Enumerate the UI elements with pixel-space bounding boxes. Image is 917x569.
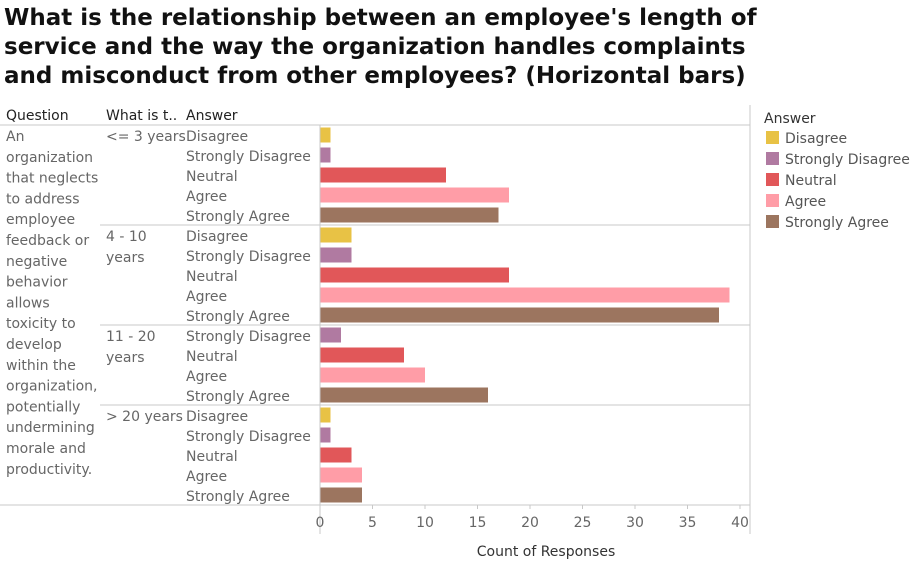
legend-item-label: Neutral — [785, 173, 837, 189]
column-header: Answer — [186, 108, 238, 124]
x-axis-title: Count of Responses — [477, 544, 616, 560]
bar-strongly-agree — [320, 307, 719, 323]
question-text-line: feedback or — [6, 233, 89, 249]
service-length-label: 11 - 20 — [106, 329, 156, 345]
answer-label: Agree — [186, 289, 227, 305]
bar-agree — [320, 467, 362, 483]
question-text-line: employee — [6, 212, 75, 228]
bar-agree — [320, 367, 425, 383]
bar-strongly-agree — [320, 387, 488, 403]
column-header: Question — [6, 108, 69, 124]
x-tick-label: 25 — [574, 515, 592, 531]
bar-agree — [320, 187, 509, 203]
bar-strongly-disagree — [320, 427, 331, 443]
legend-swatch — [766, 173, 779, 186]
question-text-line: to address — [6, 191, 80, 207]
x-tick-label: 0 — [316, 515, 325, 531]
question-text-line: allows — [6, 295, 50, 311]
answer-label: Strongly Agree — [186, 309, 290, 325]
legend-item-label: Strongly Agree — [785, 215, 889, 231]
question-text-line: within the — [6, 358, 76, 374]
bar-strongly-agree — [320, 487, 362, 503]
bar-neutral — [320, 347, 404, 363]
answer-label: Strongly Disagree — [186, 429, 311, 445]
service-length-label: 4 - 10 — [106, 229, 147, 245]
question-text-line: negative — [6, 254, 67, 270]
bar-neutral — [320, 447, 352, 463]
legend-swatch — [766, 131, 779, 144]
answer-label: Strongly Agree — [186, 389, 290, 405]
question-text-line: productivity. — [6, 462, 92, 478]
bar-strongly-disagree — [320, 247, 352, 263]
bar-disagree — [320, 407, 331, 423]
question-text-line: morale and — [6, 441, 86, 457]
legend-swatch — [766, 194, 779, 207]
bar-strongly-disagree — [320, 327, 341, 343]
legend-item-label: Agree — [785, 194, 826, 210]
bar-disagree — [320, 127, 331, 143]
question-text-line: that neglects — [6, 171, 98, 187]
answer-label: Neutral — [186, 169, 238, 185]
answer-label: Disagree — [186, 409, 248, 425]
legend-item-label: Strongly Disagree — [785, 152, 910, 168]
question-text-line: organization, — [6, 379, 98, 395]
answer-label: Disagree — [186, 229, 248, 245]
legend-title: Answer — [764, 111, 816, 127]
x-tick-label: 35 — [679, 515, 697, 531]
question-text-line: organization — [6, 150, 93, 166]
answer-label: Neutral — [186, 269, 238, 285]
service-length-label: years — [106, 350, 145, 366]
answer-label: Neutral — [186, 349, 238, 365]
legend-item-label: Disagree — [785, 131, 847, 147]
x-tick-label: 5 — [368, 515, 377, 531]
question-text-line: toxicity to — [6, 316, 76, 332]
answer-label: Agree — [186, 369, 227, 385]
bar-agree — [320, 287, 730, 303]
question-text-line: behavior — [6, 275, 68, 291]
answer-label: Strongly Disagree — [186, 149, 311, 165]
answer-label: Agree — [186, 189, 227, 205]
question-text-line: An — [6, 129, 24, 145]
service-length-label: > 20 years — [106, 409, 183, 425]
x-tick-label: 20 — [521, 515, 539, 531]
bar-neutral — [320, 167, 446, 183]
legend-swatch — [766, 152, 779, 165]
x-tick-label: 40 — [731, 515, 749, 531]
answer-label: Strongly Disagree — [186, 249, 311, 265]
chart-title: What is the relationship between an empl… — [4, 5, 757, 89]
bar-disagree — [320, 227, 352, 243]
answer-label: Neutral — [186, 449, 238, 465]
x-tick-label: 15 — [469, 515, 487, 531]
bar-strongly-disagree — [320, 147, 331, 163]
column-header: What is t.. — [106, 108, 177, 124]
x-tick-label: 30 — [626, 515, 644, 531]
bar-neutral — [320, 267, 509, 283]
question-text-line: undermining — [6, 420, 95, 436]
answer-label: Strongly Agree — [186, 489, 290, 505]
bar-strongly-agree — [320, 207, 499, 223]
service-length-label: <= 3 years — [106, 129, 186, 145]
service-length-label: years — [106, 250, 145, 266]
answer-label: Agree — [186, 469, 227, 485]
question-text-line: potentially — [6, 399, 80, 415]
question-text-line: develop — [6, 337, 62, 353]
legend-swatch — [766, 215, 779, 228]
answer-label: Disagree — [186, 129, 248, 145]
x-tick-label: 10 — [416, 515, 434, 531]
answer-label: Strongly Agree — [186, 209, 290, 225]
answer-label: Strongly Disagree — [186, 329, 311, 345]
